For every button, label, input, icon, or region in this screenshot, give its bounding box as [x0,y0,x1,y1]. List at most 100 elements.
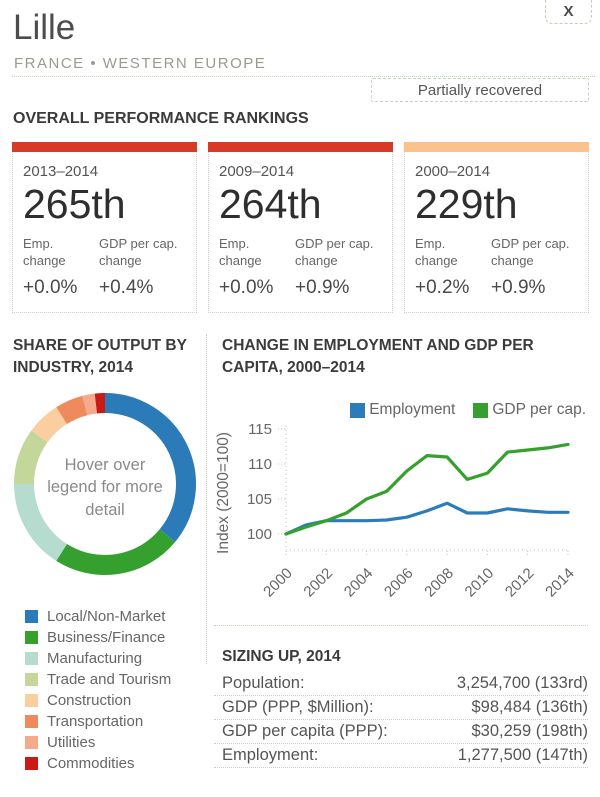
table-row-gdp: GDP (PPP, $Million): $98,484 (136th) [214,696,588,720]
x-tick-label: 2008 [421,565,457,601]
sizing-heading: SIZING UP, 2014 [222,648,341,665]
recovery-status-badge[interactable]: Partially recovered [371,78,589,102]
series-line [284,442,570,536]
gdp-change-label: GDP per cap. change [295,236,374,269]
growth-chart-legend: Employment GDP per cap. [214,401,586,419]
donut-segment[interactable] [31,407,68,443]
donut-segment[interactable] [104,393,196,542]
gdp-change-metric: GDP per cap. change +0.4% [99,236,186,299]
legend-label: Employment [369,401,456,418]
donut-svg[interactable] [13,392,197,576]
card-body: 2013–2014 265th Emp. change +0.0% GDP pe… [12,152,197,314]
ranking-cards: 2013–2014 265th Emp. change +0.0% GDP pe… [12,142,589,314]
x-tick-label: 2012 [502,565,538,601]
card-top-bar [12,142,197,152]
card-metrics: Emp. change +0.0% GDP per cap. change +0… [23,236,186,299]
emp-change-label: Emp. change [219,236,262,269]
legend-item-business-finance[interactable]: Business/Finance [25,627,171,648]
legend-item-commodities[interactable]: Commodities [25,753,171,774]
donut-segment[interactable] [56,528,176,575]
table-row-population: Population: 3,254,700 (133rd) [214,672,588,696]
y-axis-title: Index (2000=100) [215,432,232,554]
card-rank: 264th [219,181,322,227]
legend-swatch [25,631,38,644]
column-divider [206,334,207,664]
legend-swatch [25,652,38,665]
gdp-change-metric: GDP per cap. change +0.9% [295,236,382,299]
legend-item-utilities[interactable]: Utilities [25,732,171,753]
legend-item-trade-tourism[interactable]: Trade and Tourism [25,669,171,690]
donut-segment[interactable] [94,393,106,414]
legend-label: Local/Non-Market [47,608,166,625]
emp-change-metric: Emp. change +0.0% [23,236,85,299]
card-metrics: Emp. change +0.0% GDP per cap. change +0… [219,236,382,299]
legend-item-employment: Employment [350,401,455,419]
y-tick-label: 100 [247,526,272,543]
legend-swatch [25,673,38,686]
y-tick-label: 115 [248,421,272,438]
sizing-table: Population: 3,254,700 (133rd) GDP (PPP, … [214,672,588,768]
donut-segment[interactable] [82,393,98,416]
donut-center-note: Hover over legend for more detail [47,456,163,519]
legend-swatch [25,736,38,749]
emp-change-label: Emp. change [23,236,66,269]
table-row-gdp-per-capita: GDP per capita (PPP): $30,259 (198th) [214,720,588,744]
page-title: Lille [13,8,76,47]
close-button[interactable]: X [545,0,592,24]
row-label: GDP per capita (PPP): [222,722,388,740]
donut-segment[interactable] [14,483,68,561]
emp-change-label: Emp. change [415,236,458,269]
legend-item-construction[interactable]: Construction [25,690,171,711]
ranking-card-2009-2014: 2009–2014 264th Emp. change +0.0% GDP pe… [208,142,393,314]
row-value: $98,484 (136th) [471,698,588,716]
legend-item-transportation[interactable]: Transportation [25,711,171,732]
card-period: 2009–2014 [219,163,295,180]
row-label: Population: [222,674,305,692]
growth-chart-heading: CHANGE IN EMPLOYMENT AND GDP PER CAPITA,… [222,337,534,377]
x-tick-label: 2010 [462,565,498,601]
legend-swatch [25,715,38,728]
emp-change-value: +0.2% [415,277,470,299]
industry-donut-chart[interactable]: Hover over legend for more detail [13,392,197,576]
legend-label: GDP per cap. [492,401,586,418]
gdp-change-label: GDP per cap. change [491,236,570,269]
row-value: $30,259 (198th) [471,722,588,740]
card-metrics: Emp. change +0.2% GDP per cap. change +0… [415,236,578,299]
x-tick-label: 2004 [341,565,377,601]
legend-label: Trade and Tourism [47,671,172,688]
card-period: 2000–2014 [415,163,491,180]
industry-legend: Local/Non-Market Business/Finance Manufa… [25,606,171,774]
gdp-change-value: +0.9% [295,277,350,299]
emp-change-metric: Emp. change +0.2% [415,236,477,299]
legend-swatch [25,610,38,623]
emp-change-value: +0.0% [219,277,274,299]
legend-swatch [350,402,366,418]
x-tick-label: 2000 [260,565,296,601]
card-period: 2013–2014 [23,163,99,180]
legend-item-manufacturing[interactable]: Manufacturing [25,648,171,669]
x-tick-label: 2006 [381,565,417,601]
legend-swatch [25,757,38,770]
page-subtitle: FRANCE • WESTERN EUROPE [14,55,267,72]
donut-segment[interactable] [56,395,88,425]
legend-swatch [25,694,38,707]
sizing-divider [214,625,588,626]
legend-item-local-non-market[interactable]: Local/Non-Market [25,606,171,627]
ranking-card-2000-2014: 2000–2014 229th Emp. change +0.2% GDP pe… [404,142,589,314]
header-divider [12,76,595,77]
gdp-change-metric: GDP per cap. change +0.9% [491,236,578,299]
x-tick-label: 2002 [300,565,336,601]
row-label: Employment: [222,746,319,764]
x-tick-label: 2014 [542,565,578,601]
card-body: 2009–2014 264th Emp. change +0.0% GDP pe… [208,152,393,314]
legend-label: Manufacturing [47,650,143,667]
gdp-change-value: +0.4% [99,277,154,299]
legend-label: Commodities [47,755,135,772]
y-tick-label: 110 [248,456,272,473]
legend-label: Utilities [47,734,96,751]
ranking-card-2013-2014: 2013–2014 265th Emp. change +0.0% GDP pe… [12,142,197,314]
y-tick-label: 105 [247,491,272,508]
row-label: GDP (PPP, $Million): [222,698,374,716]
donut-segment[interactable] [14,430,48,485]
card-top-bar [208,142,393,152]
